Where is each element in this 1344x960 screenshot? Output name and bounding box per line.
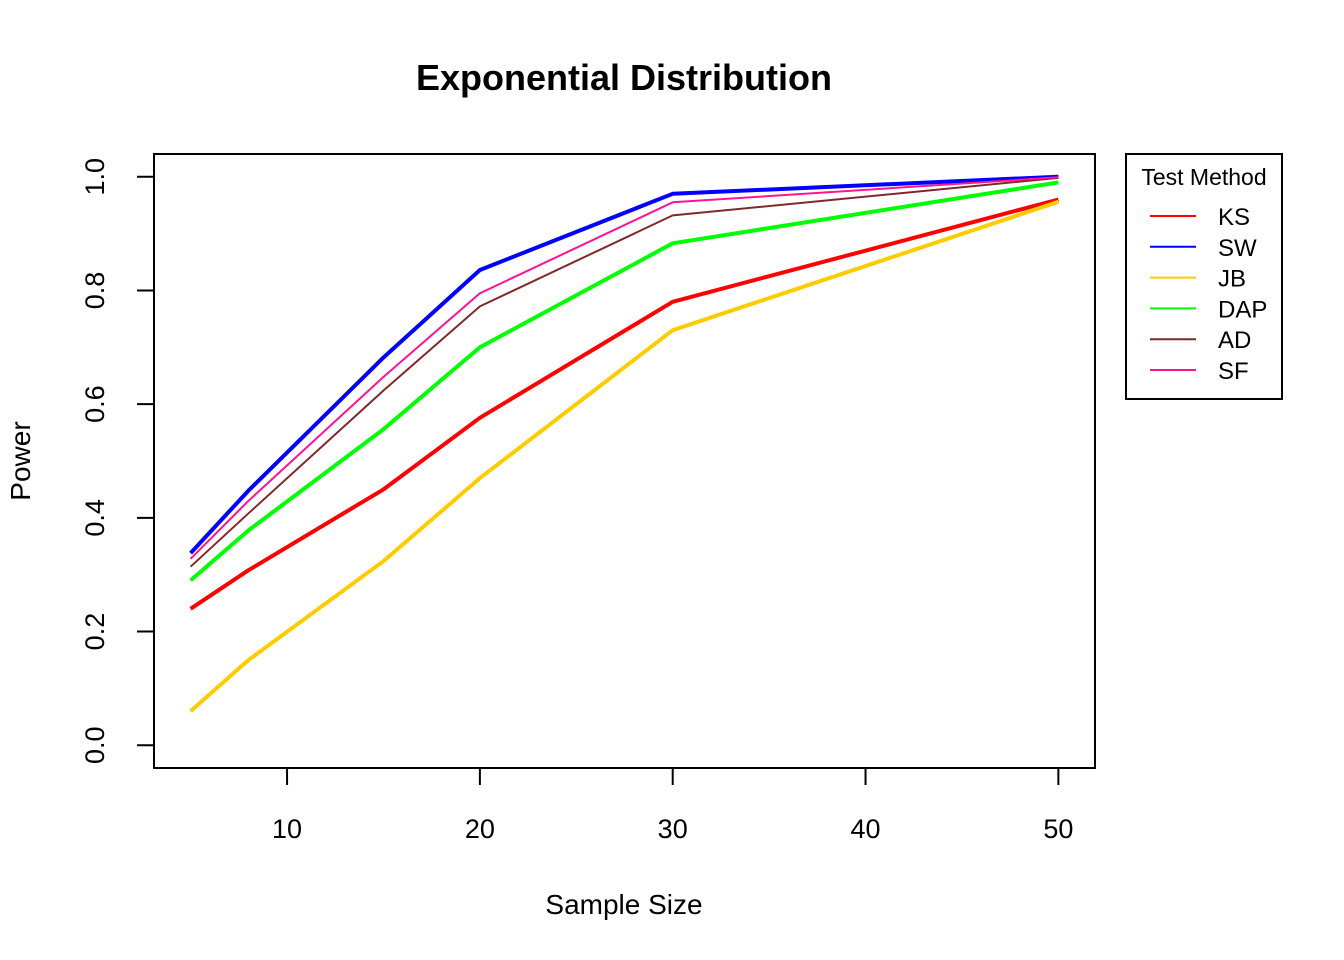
legend-items: KS SW JB DAP AD SF <box>1150 204 1267 385</box>
x-tick-label: 10 <box>272 814 302 844</box>
series-line-sw <box>189 174 1059 555</box>
x-tick-label: 40 <box>851 814 881 844</box>
legend-label-dap: DAP <box>1218 296 1267 323</box>
legend-label-sw: SW <box>1218 235 1257 262</box>
legend: Test Method KS SW JB DAP AD SF <box>1125 153 1283 400</box>
legend-label-ks: KS <box>1218 204 1250 231</box>
legend-label-ad: AD <box>1218 327 1251 354</box>
y-axis-label: Power <box>5 421 36 500</box>
series-lines <box>189 174 1060 713</box>
y-tick-label: 0.6 <box>80 385 110 423</box>
series-line-ks <box>189 197 1059 611</box>
series-line-ad <box>189 176 1059 568</box>
y-tick-label: 0.0 <box>80 726 110 764</box>
x-tick-label: 30 <box>658 814 688 844</box>
series-line-sf <box>189 176 1059 560</box>
series-line-dap <box>189 180 1059 582</box>
chart-title: Exponential Distribution <box>416 57 832 98</box>
legend-box <box>1125 153 1283 400</box>
y-axis: 0.0 0.2 0.4 0.6 0.8 1.0 <box>80 158 155 764</box>
y-tick-label: 0.4 <box>80 499 110 537</box>
x-axis-label: Sample Size <box>545 889 702 920</box>
x-tick-label: 20 <box>465 814 495 844</box>
legend-label-sf: SF <box>1218 358 1249 385</box>
legend-title: Test Method <box>1141 164 1266 190</box>
series-line-jb <box>189 199 1060 713</box>
y-tick-label: 0.8 <box>80 272 110 310</box>
x-tick-label: 50 <box>1043 814 1073 844</box>
legend-label-jb: JB <box>1218 266 1246 293</box>
x-axis: 10 20 30 40 50 <box>272 767 1073 844</box>
plot-frame <box>153 153 1096 769</box>
y-tick-label: 1.0 <box>80 158 110 196</box>
y-tick-label: 0.2 <box>80 613 110 651</box>
